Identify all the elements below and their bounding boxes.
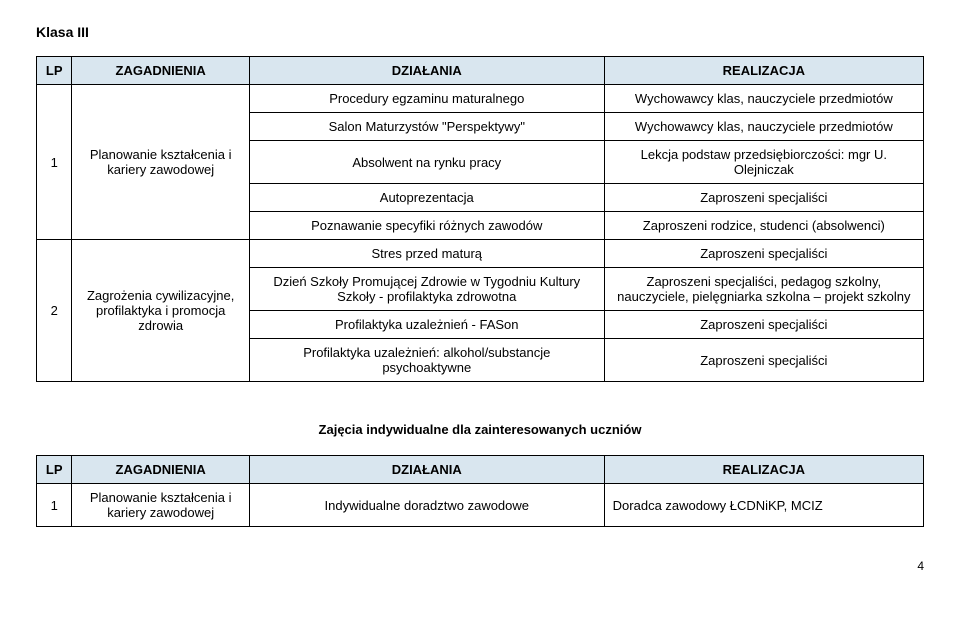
cell-re: Lekcja podstaw przedsiębiorczości: mgr U…: [604, 141, 923, 184]
cell-dz: Stres przed maturą: [249, 240, 604, 268]
table-row: 2 Zagrożenia cywilizacyjne, profilaktyka…: [37, 240, 924, 268]
table-row: 1 Planowanie kształcenia i kariery zawod…: [37, 85, 924, 113]
cell-dz: Absolwent na rynku pracy: [249, 141, 604, 184]
cell-dz: Profilaktyka uzależnień - FASon: [249, 311, 604, 339]
second-table: LP ZAGADNIENIA DZIAŁANIA REALIZACJA 1 Pl…: [36, 455, 924, 527]
th-re: REALIZACJA: [604, 57, 923, 85]
cell-dz: Profilaktyka uzależnień: alkohol/substan…: [249, 339, 604, 382]
cell-re: Zaproszeni specjaliści, pedagog szkolny,…: [604, 268, 923, 311]
doc-title: Klasa III: [36, 24, 924, 40]
cell-dz: Indywidualne doradztwo zawodowe: [249, 484, 604, 527]
th-lp: LP: [37, 456, 72, 484]
section2-title: Zajęcia indywidualne dla zainteresowanyc…: [36, 422, 924, 437]
cell-lp: 1: [37, 484, 72, 527]
cell-lp: 1: [37, 85, 72, 240]
cell-zag: Planowanie kształcenia i kariery zawodow…: [72, 85, 249, 240]
cell-dz: Dzień Szkoły Promującej Zdrowie w Tygodn…: [249, 268, 604, 311]
cell-lp: 2: [37, 240, 72, 382]
main-table: LP ZAGADNIENIA DZIAŁANIA REALIZACJA 1 Pl…: [36, 56, 924, 382]
cell-re: Doradca zawodowy ŁCDNiKP, MCIZ: [604, 484, 923, 527]
cell-re: Wychowawcy klas, nauczyciele przedmiotów: [604, 113, 923, 141]
cell-re: Zaproszeni specjaliści: [604, 311, 923, 339]
cell-re: Zaproszeni specjaliści: [604, 339, 923, 382]
th-re: REALIZACJA: [604, 456, 923, 484]
cell-re: Zaproszeni specjaliści: [604, 240, 923, 268]
th-zag: ZAGADNIENIA: [72, 456, 249, 484]
cell-dz: Autoprezentacja: [249, 184, 604, 212]
cell-zag: Zagrożenia cywilizacyjne, profilaktyka i…: [72, 240, 249, 382]
cell-re: Zaproszeni specjaliści: [604, 184, 923, 212]
cell-dz: Procedury egzaminu maturalnego: [249, 85, 604, 113]
cell-re: Zaproszeni rodzice, studenci (absolwenci…: [604, 212, 923, 240]
th-lp: LP: [37, 57, 72, 85]
cell-dz: Salon Maturzystów "Perspektywy": [249, 113, 604, 141]
cell-dz: Poznawanie specyfiki różnych zawodów: [249, 212, 604, 240]
page-number: 4: [36, 559, 924, 573]
th-dz: DZIAŁANIA: [249, 57, 604, 85]
th-dz: DZIAŁANIA: [249, 456, 604, 484]
table-row: 1 Planowanie kształcenia i kariery zawod…: [37, 484, 924, 527]
th-zag: ZAGADNIENIA: [72, 57, 249, 85]
cell-re: Wychowawcy klas, nauczyciele przedmiotów: [604, 85, 923, 113]
cell-zag: Planowanie kształcenia i kariery zawodow…: [72, 484, 249, 527]
